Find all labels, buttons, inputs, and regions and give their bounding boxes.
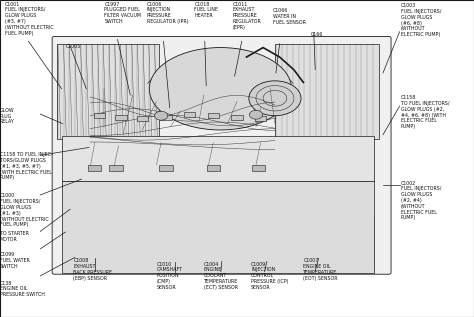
Text: C1997
PLUGGED FUEL
FILTER VACUUM
SWITCH: C1997 PLUGGED FUEL FILTER VACUUM SWITCH [104, 2, 141, 24]
Text: C166: C166 [310, 32, 323, 37]
Bar [255, 116, 266, 121]
Bar [108, 216, 141, 271]
Bar [88, 165, 101, 171]
Text: C1158
TO FUEL INJECTORS/
GLOW PLUGS (#2,
#4, #6, #8) (WITH
ELECTRIC FUEL
PUMP): C1158 TO FUEL INJECTORS/ GLOW PLUGS (#2,… [401, 95, 449, 129]
Text: C1011
EXHAUST
PRESSURE
REGULATOR
(EPR): C1011 EXHAUST PRESSURE REGULATOR (EPR) [232, 2, 261, 30]
Text: C1004
ENGINE
COOLANT
TEMPERATURE
(ECT) SENSOR: C1004 ENGINE COOLANT TEMPERATURE (ECT) S… [204, 262, 238, 290]
Bar [94, 113, 105, 118]
Bar [115, 115, 127, 120]
Text: C1002
FUEL INJECTORS/
GLOW PLUGS
(#2, #4)
(WITHOUT
ELECTRIC FUEL
PUMP): C1002 FUEL INJECTORS/ GLOW PLUGS (#2, #4… [401, 181, 441, 221]
Bar [146, 216, 180, 271]
Bar [69, 216, 102, 271]
Text: C1000
FUEL INJECTORS/
GLOW PLUGS
(#1, #3)
(WITHOUT ELECTRIC
FUEL PUMP): C1000 FUEL INJECTORS/ GLOW PLUGS (#1, #3… [0, 193, 49, 227]
Text: C1003
FUEL INJECTORS/
GLOW PLUGS
(#6, #8)
(WITHOUT
ELECTRIC PUMP): C1003 FUEL INJECTORS/ GLOW PLUGS (#6, #8… [401, 3, 441, 37]
Circle shape [155, 111, 168, 120]
Text: C1158 TO FUEL INJEC-
TORS/GLOW PLUGS
(#1, #3, #5, #7)
(WITH ELECTRIC FUEL
PUMP): C1158 TO FUEL INJEC- TORS/GLOW PLUGS (#1… [0, 152, 53, 180]
Text: TO STARTER
MOTOR: TO STARTER MOTOR [0, 231, 29, 242]
Ellipse shape [149, 48, 292, 130]
Bar [137, 116, 148, 121]
Bar [160, 115, 172, 120]
Bar [275, 44, 379, 139]
Bar [263, 216, 296, 271]
Text: C138
ENGINE OIL
PRESSURE SWITCH: C138 ENGINE OIL PRESSURE SWITCH [0, 281, 45, 297]
Bar [231, 115, 243, 120]
Bar [57, 44, 159, 139]
Text: C1006
INJECTION
PRESSURE
REGULATOR (IPR): C1006 INJECTION PRESSURE REGULATOR (IPR) [147, 2, 189, 24]
Bar [184, 112, 195, 117]
Text: C1018
FUEL LINE
HEATER: C1018 FUEL LINE HEATER [194, 2, 218, 18]
FancyBboxPatch shape [52, 36, 391, 274]
Bar [208, 113, 219, 118]
Bar [224, 216, 257, 271]
Bar [341, 216, 374, 271]
Bar [252, 165, 265, 171]
Text: C1009
INJECTION
CONTROL
PRESSURE (ICP)
SENSOR: C1009 INJECTION CONTROL PRESSURE (ICP) S… [251, 262, 289, 290]
Text: C1008
EXHAUST
BACK PRESSURE
(EBP) SENSOR: C1008 EXHAUST BACK PRESSURE (EBP) SENSOR [73, 258, 112, 281]
Text: C1066
WATER IN
FUEL SENSOR: C1066 WATER IN FUEL SENSOR [273, 8, 305, 24]
Bar [159, 165, 173, 171]
Text: C1007
ENGINE OIL
TEMPERATURE
(EOT) SENSOR: C1007 ENGINE OIL TEMPERATURE (EOT) SENSO… [303, 258, 338, 281]
Bar [62, 136, 374, 181]
Text: GLOW
PLUG
RELAY: GLOW PLUG RELAY [0, 108, 15, 124]
Bar [185, 216, 219, 271]
Bar [109, 165, 123, 171]
Bar [207, 165, 220, 171]
Text: C1005: C1005 [65, 44, 81, 49]
Bar [62, 181, 374, 273]
Text: C1001
FUEL INJECTORS/
GLOW PLUGS
(#3, #7)
(WITHOUT ELECTRIC
FUEL PUMP): C1001 FUEL INJECTORS/ GLOW PLUGS (#3, #7… [5, 2, 54, 36]
Bar [302, 216, 335, 271]
Text: C1099
FUEL WATER
SWITCH: C1099 FUEL WATER SWITCH [0, 252, 30, 268]
Circle shape [249, 81, 301, 116]
Circle shape [249, 110, 263, 119]
Text: C1010
CAMSHAFT
POSITION
(CMP)
SENSOR: C1010 CAMSHAFT POSITION (CMP) SENSOR [156, 262, 182, 290]
